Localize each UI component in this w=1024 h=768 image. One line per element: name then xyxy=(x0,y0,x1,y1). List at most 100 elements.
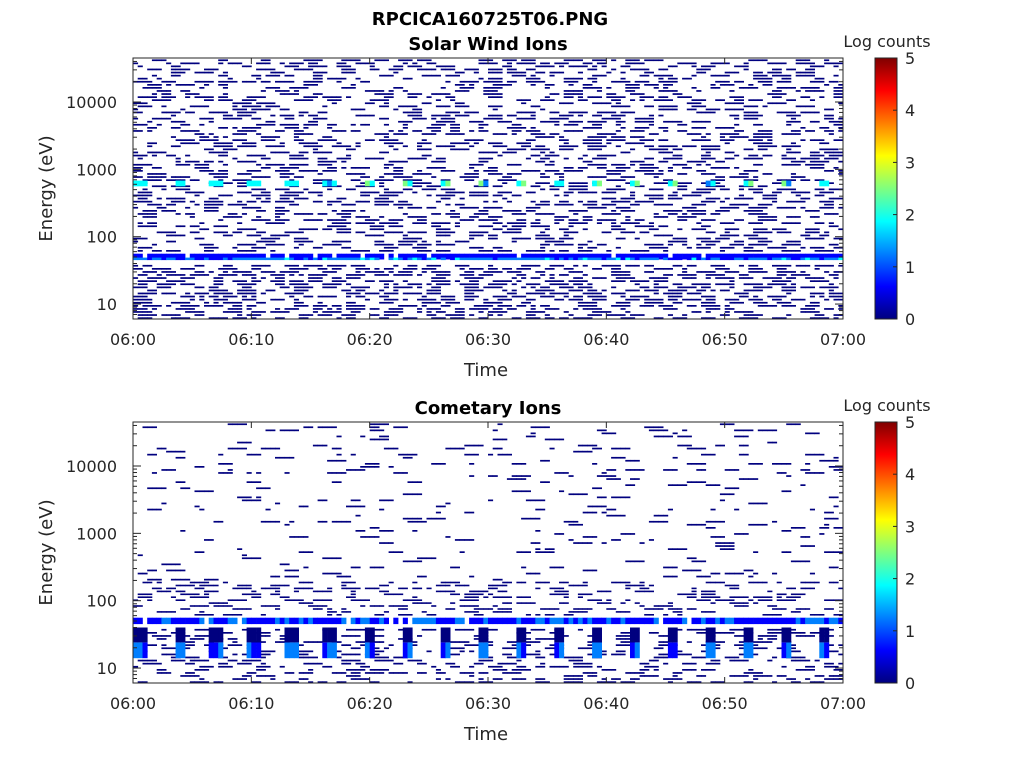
heatmap-cell xyxy=(625,111,631,114)
heatmap-cell xyxy=(786,292,792,295)
heatmap-cell xyxy=(260,277,266,279)
heatmap-cell xyxy=(137,130,143,132)
heatmap-cell xyxy=(786,151,792,154)
heatmap-cell xyxy=(483,210,489,212)
heatmap-cell xyxy=(596,176,602,178)
heatmap-cell xyxy=(208,120,214,123)
heatmap-cell xyxy=(492,301,498,304)
heatmap-cell xyxy=(331,243,337,246)
heatmap-cell xyxy=(705,277,711,279)
heatmap-cell xyxy=(549,268,555,270)
heatmap-cell xyxy=(142,197,148,200)
heatmap-cell xyxy=(360,114,366,117)
heatmap-cell xyxy=(284,210,290,212)
heatmap-cell xyxy=(620,271,626,273)
heatmap-cell xyxy=(336,243,342,246)
heatmap-cell xyxy=(265,194,271,197)
heatmap-cell xyxy=(279,170,285,172)
heatmap-cell xyxy=(544,148,550,151)
heatmap-cell xyxy=(473,176,479,178)
heatmap-cell xyxy=(530,148,536,151)
heatmap-cell xyxy=(421,59,427,62)
heatmap-cell xyxy=(805,231,811,234)
heatmap-cell xyxy=(753,191,759,194)
heatmap-cell xyxy=(478,130,484,132)
heatmap-cell xyxy=(469,298,475,301)
heatmap-cell xyxy=(208,210,214,212)
heatmap-cell xyxy=(142,257,148,261)
heatmap-cell xyxy=(710,264,716,267)
heatmap-cell xyxy=(175,234,181,237)
heatmap-cell xyxy=(133,237,139,240)
heatmap-cell xyxy=(180,163,186,166)
heatmap-cell xyxy=(331,219,337,221)
heatmap-cell xyxy=(469,173,475,175)
heatmap-cell xyxy=(383,231,389,234)
heatmap-cell xyxy=(753,163,759,166)
heatmap-cell xyxy=(473,194,479,197)
heatmap-cell xyxy=(336,231,342,234)
heatmap-cell xyxy=(464,277,470,279)
heatmap-cell xyxy=(185,139,191,141)
heatmap-cell xyxy=(393,283,399,286)
heatmap-cell xyxy=(194,237,200,240)
heatmap-cell xyxy=(142,246,148,249)
heatmap-cell xyxy=(256,268,262,270)
heatmap-cell xyxy=(156,206,162,209)
heatmap-cell xyxy=(795,160,801,163)
heatmap-cell xyxy=(611,271,617,273)
heatmap-cell xyxy=(719,80,725,83)
heatmap-cell xyxy=(743,87,749,89)
heatmap-cell xyxy=(719,253,725,260)
heatmap-cell xyxy=(374,271,380,273)
heatmap-cell xyxy=(805,264,811,267)
heatmap-cell xyxy=(222,292,228,295)
heatmap-cell xyxy=(469,234,475,237)
heatmap-cell xyxy=(838,298,844,301)
heatmap-cell xyxy=(544,268,550,270)
heatmap-cell xyxy=(838,264,844,267)
heatmap-cell xyxy=(824,117,830,120)
heatmap-cell xyxy=(563,148,569,151)
heatmap-cell xyxy=(800,179,806,181)
heatmap-cell xyxy=(795,243,801,246)
heatmap-cell xyxy=(611,264,617,267)
heatmap-cell xyxy=(639,219,645,221)
heatmap-cell xyxy=(421,182,427,184)
heatmap-cell xyxy=(824,203,830,206)
heatmap-cell xyxy=(341,197,347,200)
heatmap-cell xyxy=(194,286,200,289)
heatmap-cell xyxy=(568,191,574,194)
heatmap-cell xyxy=(312,151,318,154)
heatmap-cell xyxy=(535,289,541,292)
heatmap-cell xyxy=(279,151,285,154)
heatmap-cell xyxy=(776,182,782,184)
heatmap-cell xyxy=(260,264,266,267)
heatmap-cell xyxy=(246,179,252,181)
heatmap-cell xyxy=(222,301,228,304)
heatmap-cell xyxy=(275,130,281,132)
heatmap-cell xyxy=(298,176,304,178)
heatmap-cell xyxy=(232,127,238,129)
heatmap-cell xyxy=(360,274,366,276)
heatmap-cell xyxy=(535,219,541,221)
heatmap-cell xyxy=(625,274,631,276)
heatmap-cell xyxy=(582,160,588,163)
heatmap-cell xyxy=(275,280,281,282)
heatmap-cell xyxy=(265,271,271,273)
heatmap-cell xyxy=(364,253,370,260)
heatmap-cell xyxy=(241,133,247,135)
heatmap-cell xyxy=(795,133,801,135)
heatmap-cell xyxy=(402,253,408,260)
heatmap-cell xyxy=(814,157,820,160)
heatmap-cell xyxy=(497,142,503,145)
heatmap-cell xyxy=(644,80,650,83)
heatmap-cell xyxy=(497,87,503,89)
heatmap-cell xyxy=(639,280,645,282)
heatmap-cell xyxy=(298,170,304,172)
heatmap-cell xyxy=(369,139,375,141)
heatmap-cell xyxy=(729,283,735,286)
heatmap-cell xyxy=(298,142,304,145)
heatmap-cell xyxy=(275,80,281,83)
heatmap-cell xyxy=(464,286,470,289)
